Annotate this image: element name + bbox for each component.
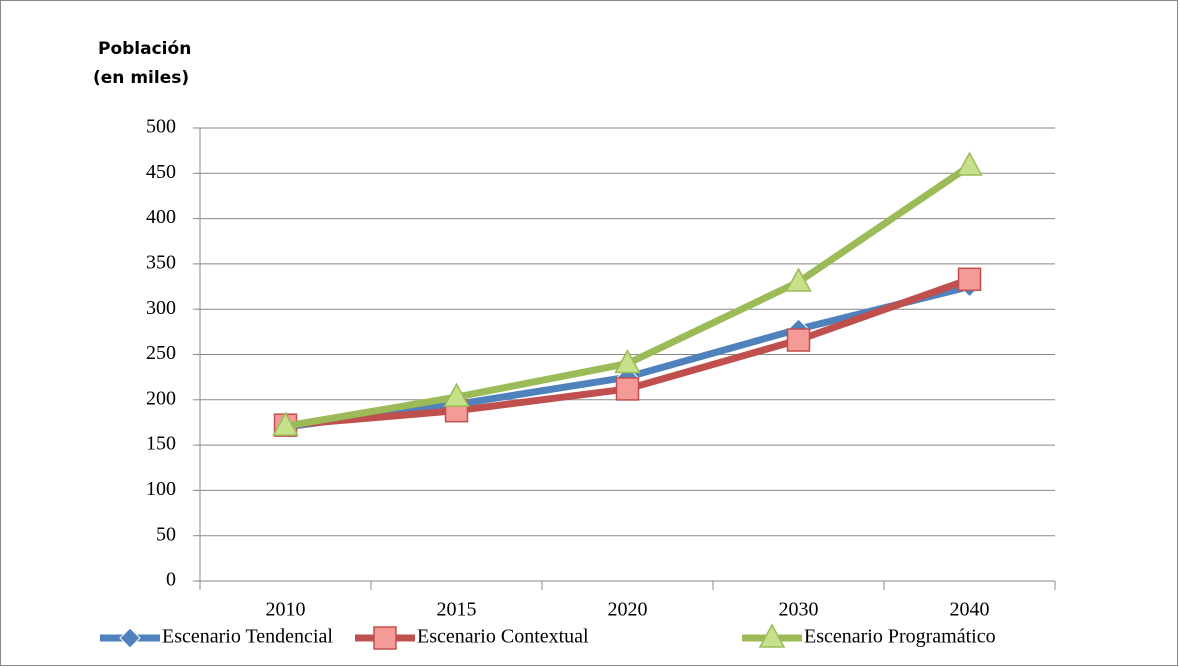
y-tick-label: 100	[146, 478, 176, 500]
y-tick-label: 350	[146, 251, 176, 273]
marker	[786, 328, 811, 352]
x-tick-label: 2030	[779, 599, 819, 621]
y-axis-label: Población	[98, 39, 191, 59]
legend-label: Escenario Contextual	[417, 626, 589, 648]
y-axis-label: (en miles)	[93, 68, 189, 88]
y-tick-label: 200	[146, 387, 176, 409]
marker	[758, 623, 786, 648]
legend-label: Escenario Programático	[804, 626, 996, 648]
legend-label: Escenario Tendencial	[162, 626, 333, 648]
x-tick-label: 2040	[950, 599, 990, 621]
y-tick-label: 500	[146, 116, 176, 138]
x-tick-label: 2010	[266, 599, 306, 621]
marker	[957, 267, 982, 292]
marker	[785, 267, 812, 292]
y-tick-label: 450	[146, 161, 176, 183]
marker	[373, 626, 397, 650]
marker	[956, 151, 983, 176]
y-tick-label: 300	[146, 297, 176, 319]
marker	[615, 377, 640, 401]
marker	[443, 382, 470, 407]
y-tick-label: 400	[146, 206, 176, 228]
y-tick-label: 50	[156, 523, 176, 545]
x-tick-label: 2015	[437, 599, 477, 621]
marker	[119, 627, 141, 649]
y-tick-label: 150	[146, 433, 176, 455]
marker	[272, 411, 299, 436]
y-tick-label: 0	[166, 569, 176, 591]
marker	[614, 348, 641, 374]
x-tick-label: 2020	[608, 599, 648, 621]
y-tick-label: 250	[146, 342, 176, 364]
